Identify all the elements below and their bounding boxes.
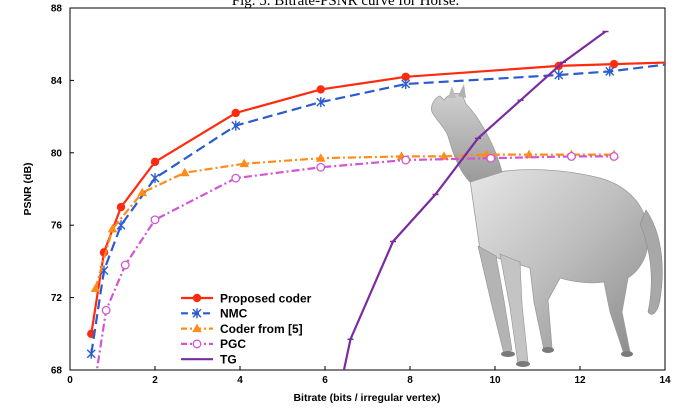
series-nmc xyxy=(86,63,665,359)
data-point xyxy=(567,151,576,161)
data-point xyxy=(231,173,241,183)
x-tick-label: 6 xyxy=(322,375,328,386)
series-line xyxy=(342,30,607,370)
series-tg xyxy=(342,30,609,370)
legend-label: Proposed coder xyxy=(220,291,312,305)
legend-item: NMC xyxy=(181,307,248,321)
y-tick-label: 72 xyxy=(51,293,63,304)
data-point xyxy=(401,79,411,90)
data-point xyxy=(192,308,202,319)
data-point xyxy=(609,151,619,161)
data-point xyxy=(137,187,148,197)
data-point xyxy=(524,149,534,159)
data-point xyxy=(554,69,564,80)
x-tick-label: 12 xyxy=(574,375,586,386)
y-tick-label: 80 xyxy=(51,148,63,159)
data-point xyxy=(231,108,240,118)
series-line xyxy=(90,63,665,354)
x-tick-label: 10 xyxy=(489,375,501,386)
legend-label: PGC xyxy=(220,337,246,351)
data-point xyxy=(116,202,126,212)
x-tick-label: 2 xyxy=(152,375,158,386)
data-point xyxy=(107,223,118,233)
legend-item: PGC xyxy=(181,337,246,351)
x-tick-label: 14 xyxy=(659,375,671,386)
data-point xyxy=(192,323,202,333)
data-point xyxy=(401,72,410,81)
x-tick-label: 8 xyxy=(407,375,413,386)
data-point xyxy=(316,162,326,172)
data-point xyxy=(239,158,250,168)
legend-label: Coder from [5] xyxy=(220,322,303,336)
data-point xyxy=(120,260,130,270)
figure-caption: Fig. 5. Bitrate-PSNR curve for Horse. xyxy=(231,0,460,9)
y-tick-label: 68 xyxy=(51,366,63,377)
legend-label: NMC xyxy=(220,307,248,321)
data-point xyxy=(90,283,101,293)
y-axis-title: PSNR (dB) xyxy=(22,162,34,215)
data-point xyxy=(316,85,325,94)
legend-item: Coder from [5] xyxy=(181,322,303,336)
data-point xyxy=(609,59,619,69)
data-point xyxy=(150,173,160,184)
data-point xyxy=(192,293,202,303)
tick-marks xyxy=(69,7,666,371)
x-axis-title: Bitrate (bits / irregular vertex) xyxy=(293,392,440,404)
data-point xyxy=(150,157,160,167)
y-tick-label: 88 xyxy=(51,4,63,15)
horse-model-image xyxy=(431,84,663,367)
data-point xyxy=(315,153,326,162)
data-point xyxy=(316,97,326,108)
data-point xyxy=(101,305,111,315)
data-point xyxy=(192,339,202,349)
y-tick-label: 76 xyxy=(51,221,63,232)
x-tick-label: 4 xyxy=(237,375,243,386)
data-point xyxy=(605,66,615,77)
legend-label: TG xyxy=(220,353,237,367)
series-coder-from-5 xyxy=(90,149,619,293)
data-point xyxy=(86,348,96,359)
x-tick-label: 0 xyxy=(67,375,73,386)
series-pgc xyxy=(95,151,619,370)
series-line xyxy=(94,153,614,289)
data-point xyxy=(486,153,496,163)
data-point xyxy=(231,120,241,131)
data-point xyxy=(150,215,160,225)
data-point xyxy=(439,151,449,160)
series-line xyxy=(95,155,614,370)
data-point xyxy=(179,167,190,177)
legend-item: TG xyxy=(181,353,237,367)
data-point xyxy=(401,155,411,165)
plot-area xyxy=(69,7,666,371)
legend-item: Proposed coder xyxy=(181,291,312,305)
y-tick-label: 84 xyxy=(51,76,63,87)
series-group xyxy=(86,30,665,370)
